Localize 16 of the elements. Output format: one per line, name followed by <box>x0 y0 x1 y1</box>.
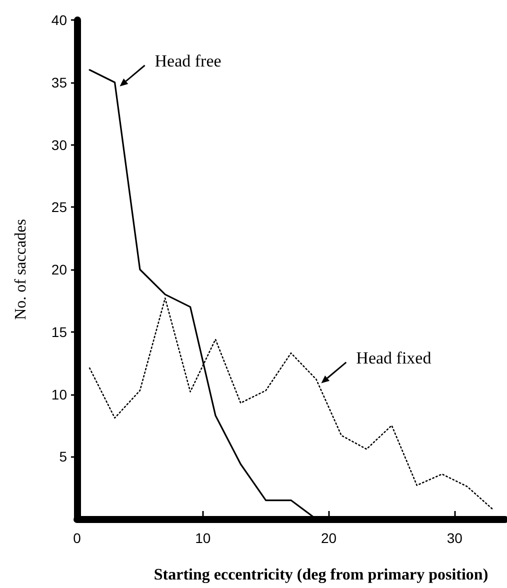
x-tick-label: 30 <box>446 530 463 546</box>
y-tick-label: 40 <box>51 12 68 28</box>
y-tick-label: 5 <box>59 448 68 465</box>
y-tick-label: 35 <box>51 74 68 90</box>
annotation: Head free <box>154 51 222 70</box>
y-tick-label: 10 <box>51 386 68 402</box>
x-tick-label: 10 <box>195 530 211 546</box>
x-axis-title: Starting eccentricity (deg from primary position) <box>154 566 488 584</box>
y-tick-label: 20 <box>51 262 68 278</box>
y-tick-label: 30 <box>51 136 68 153</box>
y-axis-title: No. of saccades <box>12 219 30 320</box>
y-tick-label: 25 <box>51 199 68 216</box>
annotation: Head fixed <box>356 348 432 368</box>
x-tick-label: 0 <box>73 530 82 546</box>
x-tick-label: 20 <box>320 530 337 546</box>
y-tick-label: 15 <box>51 324 68 340</box>
